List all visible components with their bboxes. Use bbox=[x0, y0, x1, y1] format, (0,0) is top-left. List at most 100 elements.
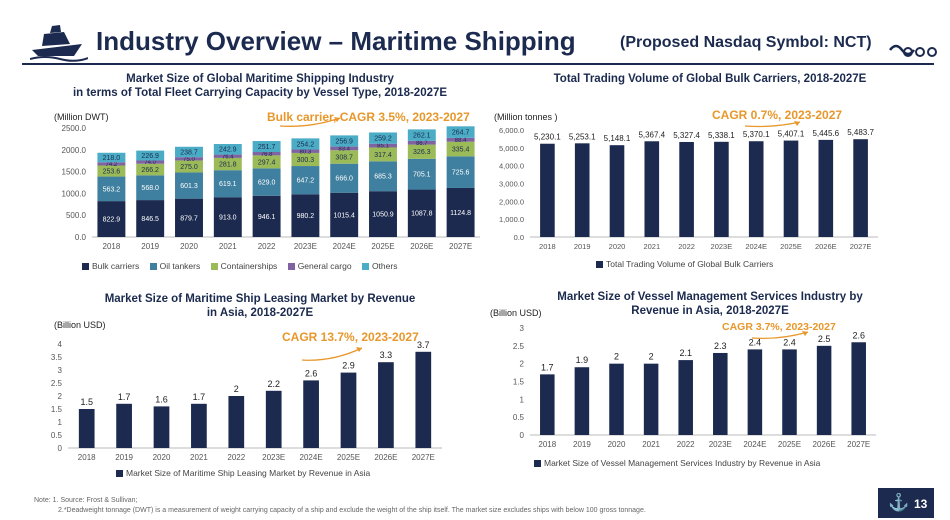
fleet-data-label: 266.2 bbox=[141, 167, 159, 174]
leasing-data-label: 1.5 bbox=[80, 397, 93, 407]
leasing-data-label: 2.9 bbox=[342, 361, 355, 371]
fleet-ytick: 500.0 bbox=[66, 211, 87, 220]
vessel-bar bbox=[540, 374, 555, 435]
vessel-cagr-label: CAGR 3.7%, 2023-2027 bbox=[722, 321, 836, 333]
leasing-ytick: 4 bbox=[58, 340, 63, 349]
vessel-bar bbox=[574, 367, 590, 435]
vessel-xtick: 2021 bbox=[642, 440, 660, 449]
bulk-bar bbox=[574, 143, 590, 237]
legend-vessel: Market Size of Vessel Management Service… bbox=[544, 458, 821, 468]
vessel-bar bbox=[747, 349, 763, 435]
fleet-data-label: 88.4 bbox=[455, 138, 467, 144]
leasing-data-label: 2.2 bbox=[267, 379, 280, 389]
bulk-data-label: 5,483.7 bbox=[847, 128, 874, 137]
fleet-data-label: 256.9 bbox=[335, 138, 353, 145]
header-divider bbox=[22, 63, 934, 65]
legend-swatch-oil bbox=[149, 263, 157, 270]
fleet-bar-oil-tankers bbox=[330, 163, 359, 193]
leasing-bar bbox=[191, 403, 207, 448]
bulk-unit-label: (Million tonnes ) bbox=[494, 112, 558, 122]
page-badge bbox=[878, 488, 934, 518]
fleet-ytick: 1500.0 bbox=[62, 168, 87, 177]
fleet-data-label: 317.4 bbox=[374, 152, 392, 159]
vessel-data-label: 2 bbox=[649, 352, 654, 362]
leasing-bar bbox=[265, 390, 282, 448]
leasing-data-label: 3.3 bbox=[380, 350, 393, 360]
bulk-cagr-arrowhead bbox=[794, 121, 800, 126]
legend-bulk: Bulk carriers bbox=[92, 261, 140, 271]
fleet-bar-containerships bbox=[369, 147, 397, 162]
leasing-bar bbox=[378, 362, 394, 448]
bulk-xtick: 2022 bbox=[678, 242, 695, 251]
leasing-xtick: 2019 bbox=[115, 453, 133, 462]
leasing-unit-label: (Billion USD) bbox=[54, 320, 106, 330]
bulk-legend: Total Trading Volume of Global Bulk Carr… bbox=[596, 259, 773, 269]
vessel-xtick: 2024E bbox=[743, 440, 766, 449]
bulk-bar bbox=[540, 143, 555, 237]
leasing-cagr-arrowhead bbox=[356, 347, 362, 352]
fleet-data-label: 226.9 bbox=[141, 153, 159, 160]
leasing-chart-plot: 0 0.5 1 1.5 2 2.5 3 3.5 4 2018 1.5 2019 1.7 2020 1.6 20… bbox=[51, 340, 442, 462]
fleet-xtick: 2018 bbox=[103, 242, 121, 251]
bulk-data-label: 5,445.6 bbox=[812, 129, 839, 138]
vessel-title-line2: Revenue in Asia, 2018-2027E bbox=[631, 305, 789, 317]
fleet-bar-oil-tankers bbox=[407, 158, 436, 190]
leasing-data-label: 2 bbox=[234, 384, 239, 394]
leasing-ytick: 0 bbox=[58, 444, 63, 453]
fleet-bar-bulk-carriers bbox=[446, 187, 475, 237]
vessel-unit-label: (Billion USD) bbox=[490, 308, 542, 318]
fleet-chart-plot: 0.0 500.0 1000.0 1500.0 2000.0 2500.0 2018 822.… bbox=[62, 117, 480, 251]
fleet-cagr-arrowhead bbox=[334, 117, 340, 122]
fleet-unit-label: (Million DWT) bbox=[54, 112, 109, 122]
ship-logo-icon bbox=[30, 25, 88, 62]
bulk-ytick: 3,000.0 bbox=[499, 180, 524, 189]
fleet-data-label: 326.3 bbox=[413, 149, 431, 156]
vessel-xtick: 2019 bbox=[573, 440, 591, 449]
legend-swatch-general bbox=[287, 263, 295, 270]
leasing-title-line2: in Asia, 2018-2027E bbox=[206, 307, 314, 319]
fleet-data-label: 666.0 bbox=[335, 176, 353, 183]
fleet-data-label: 297.4 bbox=[258, 159, 276, 166]
fleet-title-line1: Market Size of Global Maritime Shipping … bbox=[126, 73, 394, 85]
fleet-ytick: 2500.0 bbox=[62, 124, 87, 133]
fleet-bar-bulk-carriers bbox=[136, 200, 165, 237]
vessel-chart-plot: 0 0.5 1 1.5 2 2.5 3 2018 1.7 2019 1.9 2020 2 2021 2 202… bbox=[513, 324, 876, 449]
nasdaq-symbol: (Proposed Nasdaq Symbol: NCT) bbox=[620, 34, 872, 51]
fleet-cagr-arrow bbox=[279, 117, 341, 127]
fleet-data-label: 705.1 bbox=[413, 172, 431, 179]
fleet-bar-oil-tankers bbox=[446, 156, 475, 188]
fleet-bar-containerships bbox=[213, 157, 242, 171]
fleet-data-label: 254.2 bbox=[297, 141, 315, 148]
fleet-data-label: 238.7 bbox=[180, 149, 198, 156]
bulk-bar bbox=[679, 141, 694, 237]
bulk-bar bbox=[644, 141, 660, 237]
vessel-data-label: 1.9 bbox=[576, 355, 589, 365]
fleet-data-label: 80.3 bbox=[300, 149, 312, 155]
fleet-data-label: 601.3 bbox=[180, 183, 198, 190]
vessel-data-label: 2.5 bbox=[818, 334, 831, 344]
vessel-xtick: 2027E bbox=[847, 440, 870, 449]
leasing-ytick: 1.5 bbox=[51, 405, 63, 414]
leasing-xtick: 2024E bbox=[300, 453, 323, 462]
fleet-data-label: 725.6 bbox=[452, 170, 470, 177]
legend-swatch-others bbox=[361, 263, 369, 270]
fleet-data-label: 685.3 bbox=[374, 174, 392, 181]
bulk-ytick: 1,000.0 bbox=[499, 215, 524, 224]
bulk-data-label: 5,367.4 bbox=[638, 130, 665, 139]
fleet-data-label: 846.5 bbox=[141, 216, 159, 223]
vessel-data-label: 2.6 bbox=[852, 330, 865, 340]
fleet-data-label: 264.7 bbox=[452, 130, 470, 137]
vessel-data-label: 2.3 bbox=[714, 341, 727, 351]
vessel-data-label: 2.1 bbox=[679, 348, 692, 358]
leasing-cagr-arrow bbox=[301, 347, 363, 361]
fleet-bar-containerships bbox=[136, 163, 165, 176]
bulk-ytick: 5,000.0 bbox=[499, 144, 524, 153]
leasing-xtick: 2020 bbox=[153, 453, 171, 462]
leasing-data-label: 1.6 bbox=[155, 394, 168, 404]
vessel-bar bbox=[851, 342, 866, 435]
fleet-bar-oil-tankers bbox=[97, 176, 126, 202]
bulk-ytick: 0.0 bbox=[514, 233, 524, 242]
fleet-xtick: 2024E bbox=[333, 242, 356, 251]
fleet-data-label: 629.0 bbox=[258, 179, 276, 186]
leasing-ytick: 3.5 bbox=[51, 353, 63, 362]
